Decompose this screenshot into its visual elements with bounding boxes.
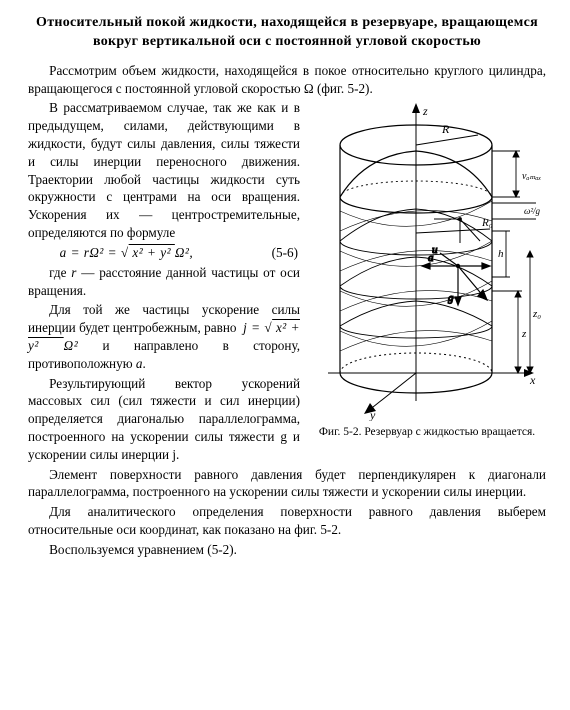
paragraph-perp: Элемент поверхности равного давления буд… (28, 466, 546, 502)
equation-5-6-num: (5-6) (272, 244, 300, 262)
figure-5-2: z x y (308, 101, 546, 439)
paragraph-axes: Для аналитического определения поверхнос… (28, 503, 546, 539)
svg-text:z: z (521, 328, 527, 340)
page: Относительный покой жидкости, находящейс… (0, 0, 570, 581)
svg-text:h: h (498, 248, 504, 260)
paragraph-use-eq: Воспользуемся уравнением (5-2). (28, 541, 546, 559)
svg-text:z₀: z₀ (532, 308, 541, 320)
figure-caption: Фиг. 5-2. Резервуар с жидкостью вращаетс… (308, 425, 546, 439)
svg-text:u: u (432, 244, 438, 256)
svg-text:R₀: R₀ (481, 217, 493, 229)
svg-text:y: y (369, 408, 376, 421)
equation-5-6-expr: a = rΩ² = √ x² + y² Ω², (60, 245, 193, 260)
svg-text:R: R (441, 122, 450, 136)
svg-text:vₐₘₐₓ: vₐₘₐₓ (522, 171, 541, 182)
svg-text:ω²/g: ω²/g (524, 206, 541, 216)
paragraph-intro: Рассмотрим объем жидкости, находящейся в… (28, 62, 546, 98)
section-heading: Относительный покой жидкости, находящейс… (34, 14, 540, 52)
figure-5-2-svg: z x y (308, 101, 546, 421)
body-with-figure: z x y (28, 99, 546, 465)
svg-text:g: g (448, 292, 454, 304)
svg-text:x: x (529, 373, 536, 387)
svg-text:z: z (422, 104, 428, 118)
